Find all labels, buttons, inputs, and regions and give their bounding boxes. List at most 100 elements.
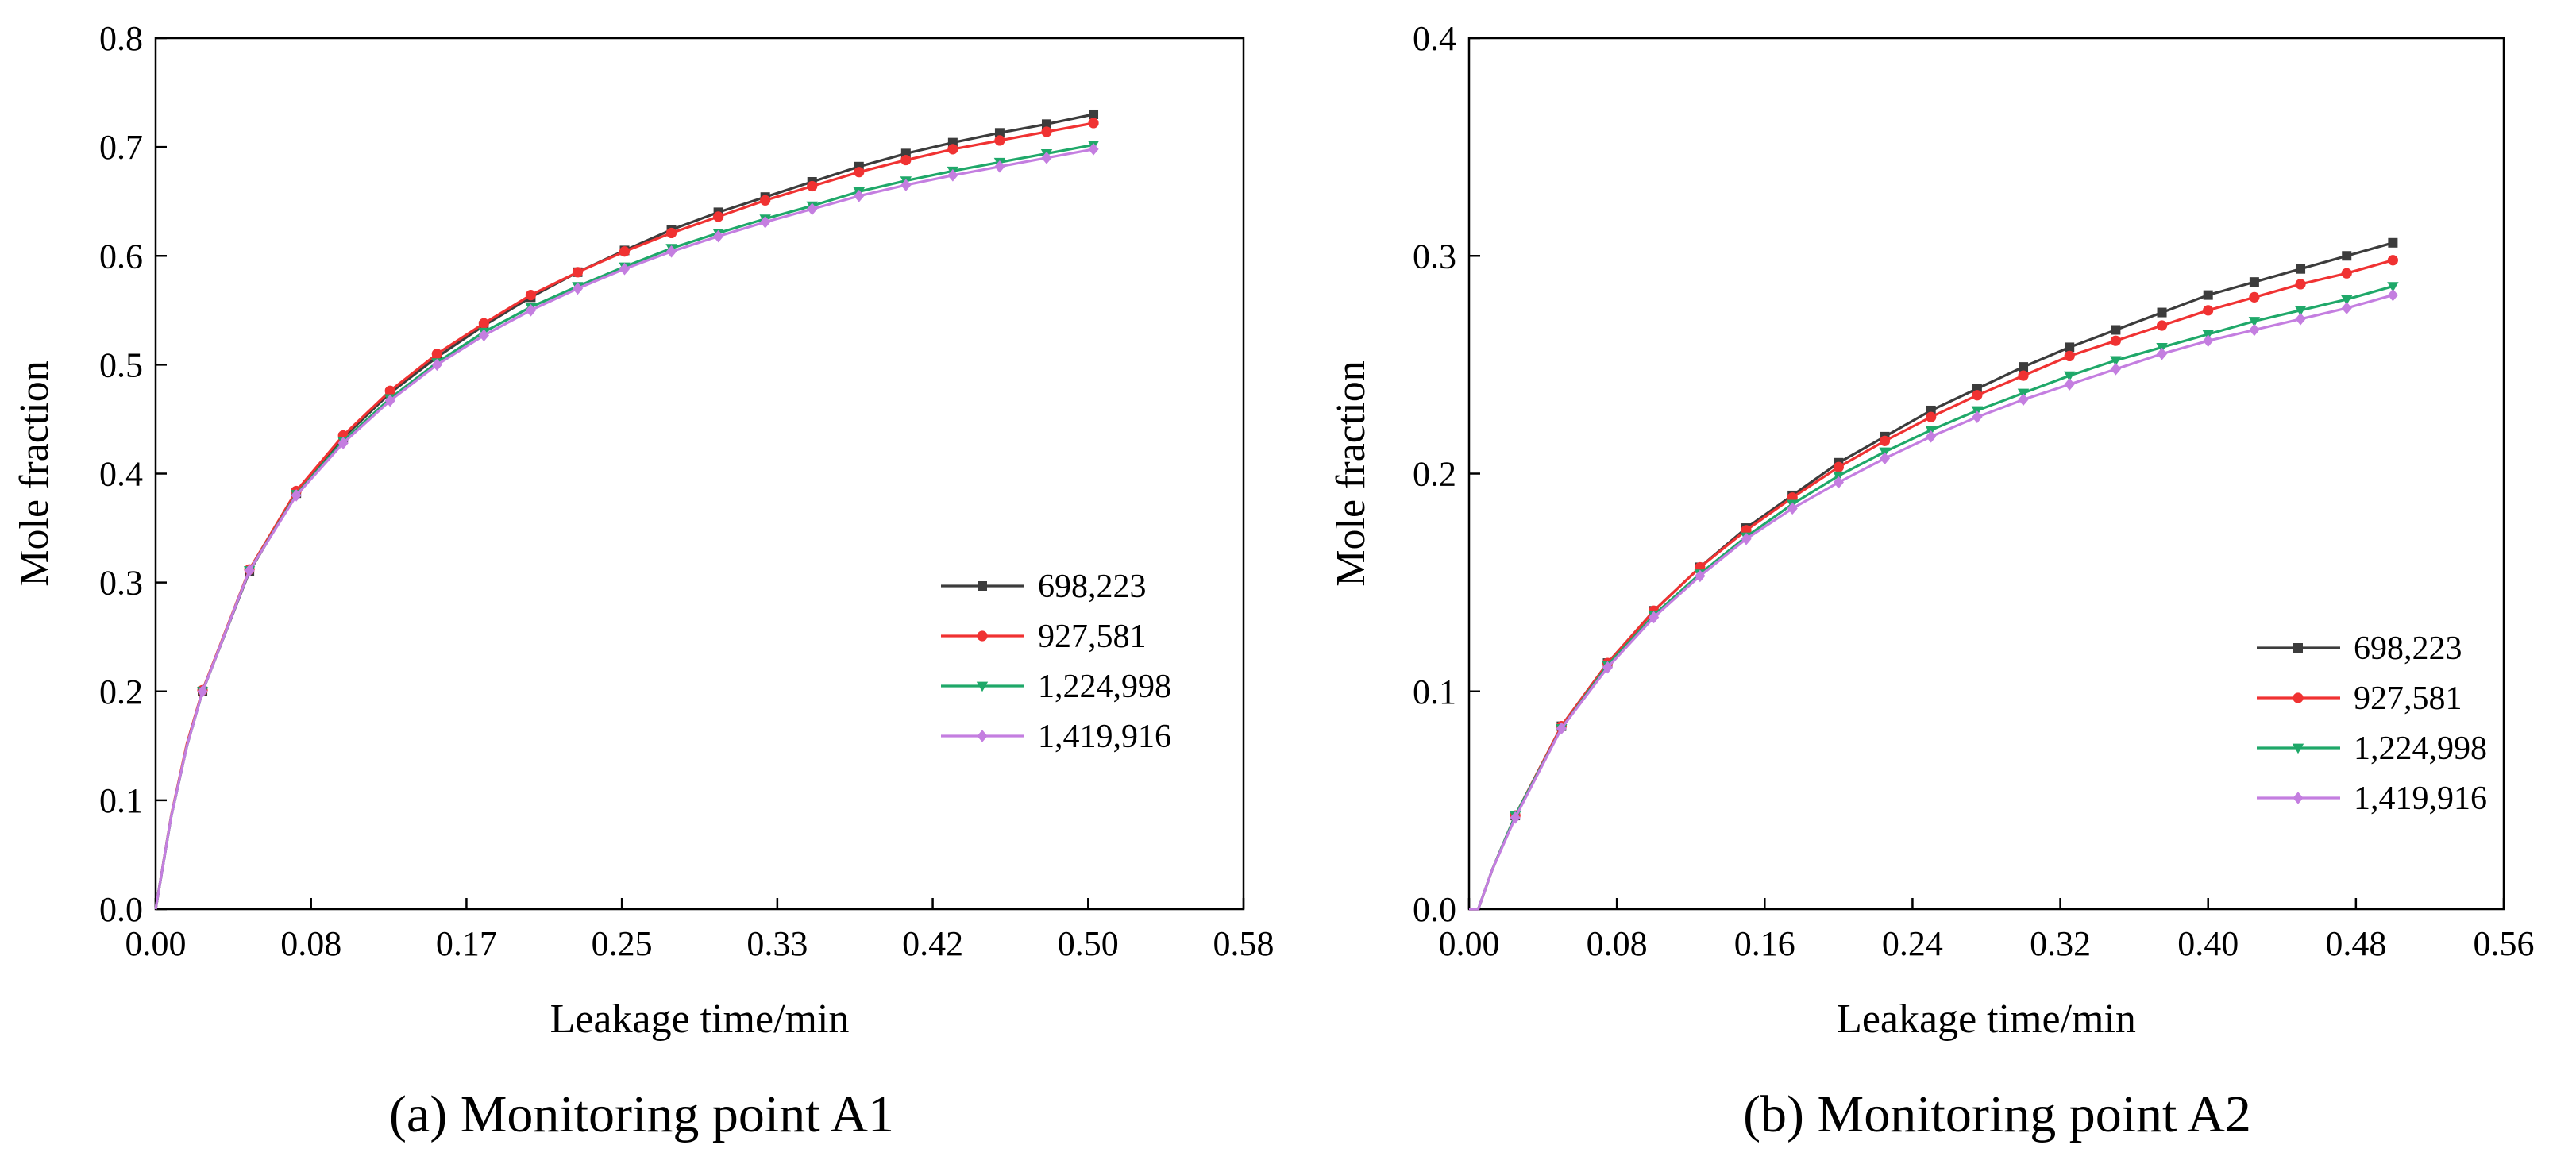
plot-frame bbox=[1467, 37, 2505, 911]
marker-square bbox=[994, 128, 1005, 138]
x-tick-label: 0.33 bbox=[746, 924, 808, 963]
series-line bbox=[1469, 259, 2393, 911]
marker-diamond bbox=[1041, 152, 1052, 164]
marker-diamond bbox=[2295, 312, 2306, 326]
x-axis-title: Leakage time/min bbox=[550, 996, 850, 1042]
marker-triangle-down bbox=[2341, 295, 2353, 306]
marker-circle bbox=[478, 318, 489, 329]
plot-frame bbox=[154, 37, 1245, 911]
marker-diamond bbox=[1602, 661, 1614, 674]
marker-diamond bbox=[713, 229, 724, 243]
x-tick-label: 0.25 bbox=[592, 924, 653, 963]
x-tick-label: 0.24 bbox=[1882, 924, 1943, 963]
marker-circle bbox=[807, 180, 818, 192]
marker-diamond bbox=[977, 730, 988, 742]
marker-circle bbox=[947, 144, 958, 155]
marker-diamond bbox=[1833, 476, 1844, 489]
marker-diamond bbox=[994, 160, 1005, 173]
y-tick-label: 0.6 bbox=[99, 237, 143, 276]
marker-circle bbox=[1926, 411, 1937, 422]
series-line bbox=[1469, 285, 2393, 911]
marker-circle bbox=[1833, 461, 1844, 472]
marker-circle bbox=[1041, 126, 1052, 137]
marker-circle bbox=[384, 385, 395, 396]
marker-circle bbox=[1088, 118, 1099, 129]
marker-circle bbox=[2018, 370, 2029, 381]
marker-square bbox=[2065, 342, 2075, 353]
y-tick-label: 0.2 bbox=[1413, 455, 1456, 494]
y-tick-label: 0.1 bbox=[1413, 673, 1456, 711]
marker-diamond bbox=[2110, 363, 2121, 376]
marker-diamond bbox=[384, 394, 395, 407]
marker-diamond bbox=[431, 358, 442, 372]
marker-triangle-down bbox=[2248, 317, 2261, 327]
marker-diamond bbox=[197, 684, 208, 698]
marker-diamond bbox=[572, 282, 584, 295]
marker-diamond bbox=[1787, 502, 1798, 515]
marker-square bbox=[2019, 362, 2029, 372]
marker-circle bbox=[525, 290, 537, 301]
marker-diamond bbox=[947, 168, 958, 182]
series-line bbox=[1469, 241, 2393, 911]
y-tick-label: 0.1 bbox=[99, 781, 143, 820]
marker-diamond bbox=[478, 329, 489, 342]
marker-diamond bbox=[291, 489, 302, 502]
legend-label: 1,419,916 bbox=[1038, 719, 1171, 755]
marker-diamond bbox=[2156, 347, 2168, 360]
y-axis-title: Mole fraction bbox=[12, 360, 57, 586]
marker-square bbox=[2342, 251, 2352, 261]
marker-triangle-down bbox=[2110, 356, 2122, 367]
marker-triangle-down bbox=[976, 681, 989, 692]
marker-circle bbox=[2293, 692, 2304, 703]
marker-diamond bbox=[525, 304, 537, 317]
x-tick-label: 0.08 bbox=[280, 924, 341, 963]
marker-diamond bbox=[665, 245, 677, 258]
x-tick-label: 0.16 bbox=[1734, 924, 1795, 963]
x-tick-label: 0.40 bbox=[2177, 924, 2239, 963]
marker-circle bbox=[2295, 279, 2306, 290]
y-tick-label: 0.7 bbox=[99, 128, 143, 167]
marker-circle bbox=[900, 154, 912, 166]
x-tick-label: 0.50 bbox=[1058, 924, 1119, 963]
marker-diamond bbox=[2064, 378, 2075, 391]
chart-a2: 0.00 0.08 0.16 0.24 0.32 0.40 0.48 0.56 0.0 0.1 0.… bbox=[1328, 19, 2535, 1042]
series-line bbox=[154, 143, 1094, 910]
marker-triangle-down bbox=[2064, 371, 2076, 382]
caption-b: (b) Monitoring point A2 bbox=[1743, 1085, 2251, 1143]
marker-triangle-down bbox=[2292, 743, 2304, 754]
legend-label: 1,224,998 bbox=[1038, 669, 1171, 705]
marker-circle bbox=[2064, 350, 2075, 362]
marker-circle bbox=[431, 349, 442, 360]
marker-diamond bbox=[1926, 430, 1937, 443]
marker-circle bbox=[1972, 390, 1983, 401]
marker-square bbox=[2296, 264, 2306, 274]
y-tick-label: 0.5 bbox=[99, 345, 143, 384]
marker-square bbox=[978, 581, 987, 591]
series-line bbox=[1469, 294, 2393, 911]
x-tick-label: 0.32 bbox=[2030, 924, 2091, 963]
marker-diamond bbox=[1556, 722, 1567, 735]
marker-circle bbox=[713, 211, 724, 222]
x-tick-label: 0.48 bbox=[2325, 924, 2386, 963]
series-line bbox=[154, 113, 1094, 910]
chart-a1: 0.00 0.08 0.17 0.25 0.33 0.42 0.50 0.58 0.0 0.1 0.… bbox=[12, 19, 1275, 1042]
marker-circle bbox=[619, 246, 631, 257]
marker-square bbox=[2249, 277, 2259, 287]
legend-label: 1,419,916 bbox=[2354, 780, 2487, 817]
y-tick-label: 0.3 bbox=[99, 564, 143, 603]
marker-diamond bbox=[337, 437, 349, 449]
y-tick-label: 0.4 bbox=[99, 455, 143, 494]
marker-diamond bbox=[1879, 452, 1891, 465]
marker-diamond bbox=[1972, 410, 1983, 423]
marker-circle bbox=[1879, 435, 1891, 446]
marker-square bbox=[1041, 119, 1051, 129]
marker-diamond bbox=[2018, 393, 2029, 407]
y-tick-label: 0.0 bbox=[1413, 890, 1456, 929]
marker-diamond bbox=[900, 179, 912, 191]
marker-diamond bbox=[1510, 811, 1521, 824]
x-tick-label: 0.58 bbox=[1213, 924, 1275, 963]
marker-square bbox=[2157, 307, 2167, 318]
y-tick-label: 0.3 bbox=[1413, 237, 1456, 276]
marker-circle bbox=[2203, 305, 2214, 316]
